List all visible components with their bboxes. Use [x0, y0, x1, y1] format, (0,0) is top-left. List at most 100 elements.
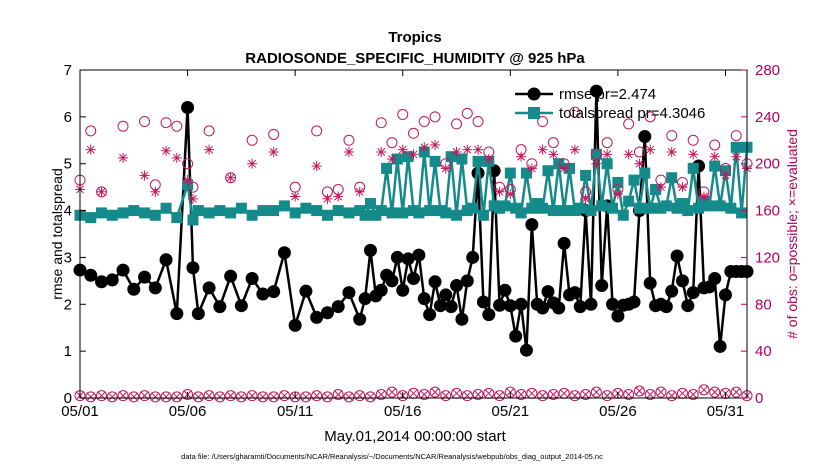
- obs-evaluated-marker: [720, 170, 731, 181]
- obs-evaluated-marker: [387, 387, 397, 397]
- obs-evaluated-marker: [559, 163, 570, 174]
- spread-point: [139, 207, 151, 219]
- obs-evaluated-marker: [581, 390, 590, 399]
- obs-evaluated-marker: [440, 163, 451, 174]
- spread-point: [736, 207, 748, 219]
- rmse-point: [665, 284, 679, 298]
- obs-evaluated-marker: [344, 392, 354, 402]
- rmse-point: [401, 252, 415, 266]
- obs-possible-marker: [461, 107, 473, 119]
- obs-evaluated-marker: [187, 193, 198, 204]
- rmse-point: [444, 300, 458, 314]
- rmse-point: [374, 283, 388, 297]
- legend-spread-label: totalspread pr=4.3046: [559, 105, 705, 122]
- obs-possible-marker: [332, 388, 344, 400]
- rmse-point: [353, 312, 367, 326]
- obs-evaluated-marker: [139, 170, 150, 181]
- rmse-point: [428, 275, 442, 289]
- spread-point: [225, 207, 237, 219]
- spread-point: [547, 205, 559, 217]
- rmse-point: [482, 308, 496, 322]
- spread-point: [386, 207, 398, 219]
- rmse-point: [396, 283, 410, 297]
- spread-point: [85, 212, 97, 224]
- obs-evaluated-marker: [150, 186, 161, 197]
- obs-evaluated-marker: [731, 151, 742, 162]
- obs-evaluated-marker: [161, 145, 172, 156]
- spread-point: [520, 167, 532, 179]
- rmse-point: [493, 298, 507, 312]
- spread-point: [617, 209, 629, 221]
- obs-evaluated-marker: [623, 149, 634, 160]
- obs-possible-marker: [278, 390, 290, 402]
- obs-evaluated-marker: [527, 388, 537, 398]
- obs-evaluated-marker: [678, 388, 687, 398]
- rmse-point: [186, 261, 200, 275]
- rmse-point: [455, 312, 469, 326]
- obs-possible-marker: [171, 391, 183, 403]
- spread-point: [590, 148, 602, 160]
- spread-point: [580, 169, 592, 181]
- spread-point: [332, 205, 344, 217]
- rmse-point: [116, 263, 130, 277]
- spread-point: [203, 207, 215, 219]
- obs-evaluated-marker: [85, 144, 96, 155]
- rmse-point: [606, 297, 620, 311]
- rmse-point: [224, 269, 238, 283]
- rmse-point: [148, 281, 162, 295]
- obs-possible-marker: [106, 391, 118, 403]
- y-axis-right-label: # of obs: o=possible; ×=evaluated: [784, 129, 800, 339]
- rmse-point: [363, 243, 377, 257]
- spread-point: [364, 198, 376, 210]
- rmse-point: [611, 309, 625, 323]
- obs-evaluated-marker: [645, 390, 655, 399]
- spread-point: [257, 205, 269, 217]
- spread-point: [402, 151, 414, 163]
- obs-evaluated-marker: [397, 144, 408, 155]
- obs-evaluated-marker: [247, 158, 258, 169]
- obs-evaluated-marker: [624, 390, 634, 399]
- spread-point: [106, 209, 118, 221]
- rmse-point: [466, 250, 480, 264]
- y-tick-right-label: 120: [755, 249, 780, 266]
- obs-evaluated-marker: [193, 392, 203, 402]
- obs-evaluated-marker: [451, 147, 462, 157]
- spread-point: [693, 202, 705, 214]
- obs-possible-marker: [666, 390, 678, 402]
- spread-point: [542, 165, 554, 177]
- x-tick-label: 05/01: [61, 403, 99, 420]
- obs-evaluated-marker: [569, 144, 580, 155]
- rmse-point: [202, 281, 216, 295]
- obs-evaluated-marker: [204, 144, 215, 155]
- spread-point: [676, 198, 688, 210]
- spread-point: [391, 153, 403, 165]
- y-tick-left-label: 3: [64, 249, 72, 266]
- rmse-point: [589, 84, 603, 98]
- y-tick-right-label: 40: [755, 343, 772, 360]
- obs-possible-marker: [440, 390, 452, 402]
- obs-possible-marker: [429, 111, 441, 123]
- obs-possible-marker: [655, 386, 667, 398]
- spread-point: [128, 205, 140, 217]
- plot-frame: [79, 69, 748, 399]
- spread-point: [235, 202, 247, 214]
- obs-evaluated-marker: [602, 149, 613, 160]
- obs-possible-marker: [289, 391, 301, 403]
- obs-possible-marker: [623, 388, 635, 400]
- y-tick-right-label: 280: [755, 62, 780, 79]
- obs-possible-marker: [418, 116, 430, 128]
- obs-possible-marker: [235, 391, 247, 403]
- obs-possible-marker: [149, 391, 161, 403]
- y-tick-left-label: 4: [64, 203, 72, 220]
- rmse-point: [460, 274, 474, 288]
- obs-possible-marker: [461, 390, 473, 402]
- spread-point: [451, 209, 463, 221]
- rmse-point: [557, 236, 571, 250]
- obs-evaluated-marker: [505, 189, 516, 200]
- obs-evaluated-marker: [366, 392, 375, 402]
- spread-point: [725, 202, 737, 214]
- rmse-point: [256, 287, 270, 301]
- spread-point: [445, 151, 457, 163]
- rmse-point: [536, 301, 550, 315]
- obs-evaluated-marker: [86, 392, 96, 402]
